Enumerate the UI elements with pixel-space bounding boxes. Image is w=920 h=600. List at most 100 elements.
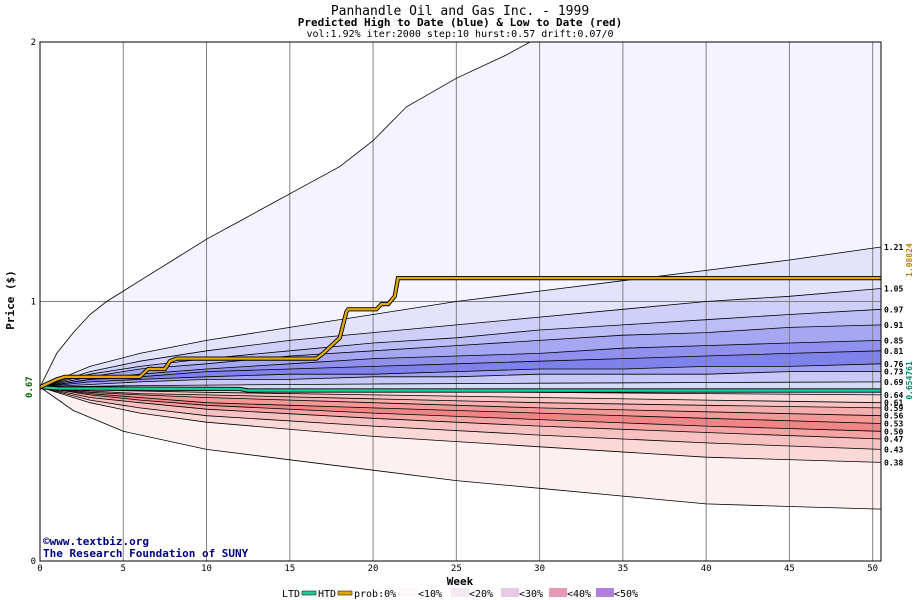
x-tick-label: 20	[368, 564, 379, 574]
quantile-value-label: 0.69	[884, 378, 903, 387]
ltd-series-line	[39, 385, 881, 392]
quantile-line-15	[40, 386, 881, 432]
quantile-lines	[40, 42, 881, 510]
quantile-line-14	[40, 386, 881, 424]
quantile-line-1	[40, 246, 881, 388]
quantile-value-label: 0.64	[884, 391, 903, 400]
high-band-2	[40, 288, 881, 388]
legend-prob-label: prob:0%	[354, 589, 396, 600]
ltd-series	[39, 385, 881, 393]
legend-item-10: <10%	[418, 589, 442, 600]
quantile-line-16	[40, 386, 881, 440]
low-band-8	[40, 387, 881, 510]
credit-line-1: ©www.textbiz.org	[43, 535, 149, 548]
legend-swatch-20	[501, 588, 519, 597]
quantile-line-19	[40, 386, 881, 510]
quantile-line-4	[40, 324, 881, 388]
legend-swatch-30	[549, 588, 567, 597]
quantile-value-label: 0.81	[884, 347, 903, 356]
htd-series	[39, 276, 881, 390]
quantile-value-label: 0.53	[884, 419, 903, 428]
quantile-value-label: 0.50	[884, 427, 903, 436]
quantile-line-3	[40, 308, 881, 388]
low-band-4	[40, 387, 881, 432]
low-band-2	[40, 387, 881, 416]
high-band-1	[40, 247, 881, 388]
legend: LTD HTD prob:0% <10% <20% <30% <40% <50%	[282, 588, 638, 600]
x-tick-label: 35	[617, 564, 628, 574]
x-tick-label: 50	[867, 564, 878, 574]
legend-htd-label: HTD	[318, 589, 336, 600]
chart-title: Panhandle Oil and Gas Inc. - 1999	[331, 4, 589, 19]
x-axis-title: Week	[447, 575, 474, 588]
low-band-6	[40, 387, 881, 450]
x-tick-label: 40	[701, 564, 712, 574]
quantile-value-label: 0.73	[884, 368, 903, 377]
quantile-value-label: 0.76	[884, 360, 903, 369]
y-axis-title: Price ($)	[4, 270, 17, 330]
y-tick-label: 2	[31, 38, 36, 48]
quantile-value-label: 0.38	[884, 458, 903, 467]
legend-ltd-label: LTD	[282, 589, 300, 600]
quantile-value-label: 0.91	[884, 321, 903, 330]
credit-line-2: The Research Foundation of SUNY	[43, 547, 249, 560]
quantile-value-label: 0.97	[884, 305, 903, 314]
high-band-4	[40, 324, 881, 388]
legend-item-50: <50%	[614, 589, 638, 600]
high-band-3	[40, 309, 881, 388]
chart-params: vol:1.92% iter:2000 step:10 hurst:0.57 d…	[306, 29, 613, 40]
quantile-value-label: 1.21	[884, 243, 903, 252]
quantile-line-0	[40, 42, 531, 388]
high-band-7	[40, 363, 881, 388]
plot-area: 0 5 10 15 20 25 30 35 40 45 50 0 1 2 0.67 1.21 1.05 0.97 0…	[25, 38, 914, 574]
quantile-line-13	[40, 386, 881, 417]
quantile-value-label: 0.43	[884, 445, 903, 454]
x-tick-label: 10	[201, 564, 212, 574]
quantile-line-9	[40, 381, 881, 388]
ltd-final-label: 0.654761	[905, 361, 914, 400]
high-band-5	[40, 340, 881, 388]
x-tick-label: 5	[121, 564, 126, 574]
legend-item-40: <40%	[567, 589, 591, 600]
legend-item-20: <20%	[469, 589, 493, 600]
low-band-5	[40, 387, 881, 439]
quantile-value-label: 0.56	[884, 412, 903, 421]
chart-subtitle: Predicted High to Date (blue) & Low to D…	[298, 16, 623, 29]
high-band-6	[40, 350, 881, 388]
y-tick-label: 0	[31, 557, 36, 567]
probability-bands	[40, 42, 881, 510]
legend-htd-swatch	[337, 590, 353, 596]
quantile-line-2	[40, 288, 881, 388]
high-band-0	[40, 42, 881, 388]
quantile-line-8	[40, 371, 881, 388]
high-band-8	[40, 371, 881, 388]
x-tick-label: 15	[284, 564, 295, 574]
legend-swatch-40	[596, 588, 614, 597]
legend-swatch-0	[400, 588, 418, 597]
quantile-line-18	[40, 386, 881, 463]
legend-ltd-swatch	[301, 590, 317, 596]
htd-series-line	[39, 276, 881, 389]
x-tick-label: 0	[37, 564, 42, 574]
x-tick-label: 30	[534, 564, 545, 574]
legend-swatch-10	[451, 588, 469, 597]
quantile-value-label: 0.61	[884, 399, 903, 408]
htd-final-label: 1.08824	[905, 243, 914, 277]
plot-frame	[39, 41, 882, 562]
quantile-value-label: 1.05	[884, 285, 903, 294]
quantile-value-label: 0.59	[884, 404, 903, 413]
low-band-3	[40, 387, 881, 424]
quantile-value-label: 0.85	[884, 336, 903, 345]
low-band-1	[40, 387, 881, 408]
x-tick-label: 25	[451, 564, 462, 574]
legend-item-30: <30%	[519, 589, 543, 600]
quantile-line-12	[40, 386, 881, 409]
quantile-line-7	[40, 363, 881, 388]
x-tick-label: 45	[784, 564, 795, 574]
quantile-line-17	[40, 386, 881, 450]
y-tick-label: 1	[31, 298, 36, 308]
start-price-label: 0.67	[25, 376, 35, 398]
low-band-7	[40, 387, 881, 463]
quantile-value-label: 0.47	[884, 435, 903, 444]
